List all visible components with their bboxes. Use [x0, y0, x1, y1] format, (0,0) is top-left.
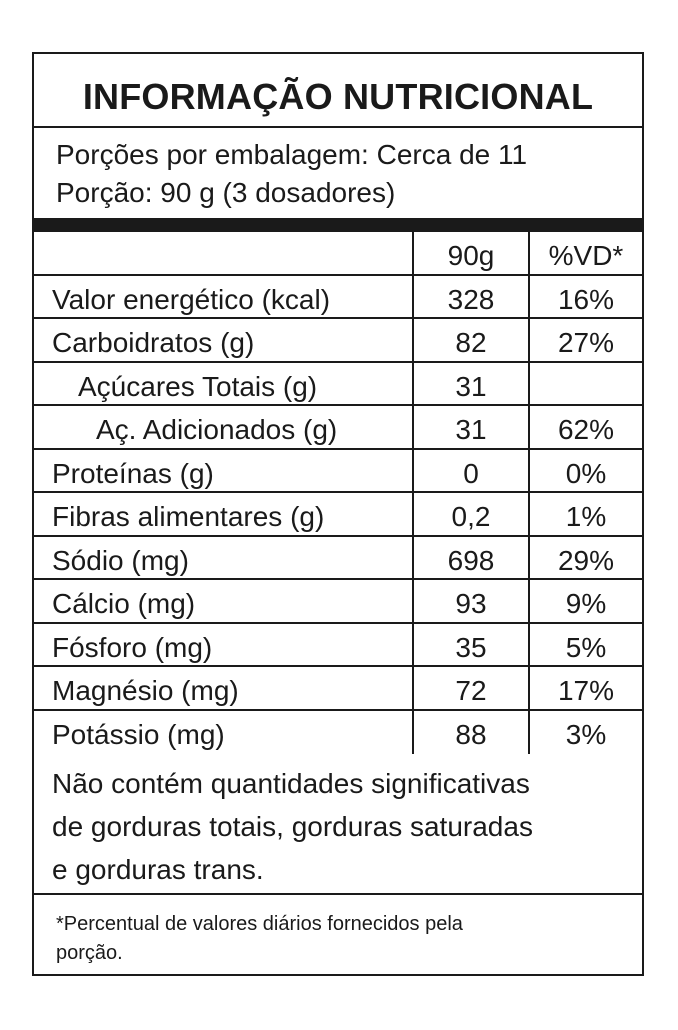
dv-footnote: *Percentual de valores diários fornecido… — [56, 910, 616, 968]
nutrition-facts-label: INFORMAÇÃO NUTRICIONAL Porções por embal… — [32, 52, 644, 976]
table-row: Fibras alimentares (g) 0,2 1% — [34, 493, 642, 537]
table-row: Açúcares Totais (g) 31 — [34, 362, 642, 406]
nutrient-name-cell: Potássio (mg) — [52, 718, 225, 750]
nutrient-amount-cell: 88 — [412, 710, 528, 754]
thick-divider — [34, 218, 642, 232]
nutrient-dv-cell: 0% — [528, 449, 642, 491]
nutrient-amount-cell: 328 — [412, 275, 528, 317]
footnote-divider — [34, 893, 642, 895]
nutrient-dv-cell — [528, 362, 642, 404]
nutrient-name-cell: Valor energético (kcal) — [52, 283, 331, 315]
table-row: Proteínas (g) 0 0% — [34, 449, 642, 493]
table-row: Cálcio (mg) 93 9% — [34, 580, 642, 624]
nutrient-name-cell: Proteínas (g) — [52, 457, 214, 489]
nutrient-amount-cell: 698 — [412, 536, 528, 578]
nutrient-dv-cell: 3% — [528, 710, 642, 754]
nutrient-dv-cell: 5% — [528, 623, 642, 665]
note-line: de gorduras totais, gorduras saturadas — [52, 811, 533, 842]
nutrient-amount-cell: 82 — [412, 319, 528, 361]
table-row: Valor energético (kcal) 328 16% — [34, 275, 642, 319]
table-row: Magnésio (mg) 72 17% — [34, 667, 642, 711]
nutrient-amount-cell: 0,2 — [412, 493, 528, 535]
nutrient-amount-cell: 35 — [412, 623, 528, 665]
table-row: Potássio (mg) 88 3% — [34, 710, 642, 754]
nutrient-table: 90g %VD* Valor energético (kcal) 328 16% Ca… — [34, 232, 642, 754]
table-row: Fósforo (mg) 35 5% — [34, 623, 642, 667]
nutrient-dv-cell: 9% — [528, 580, 642, 622]
nutrient-name-cell: Carboidratos (g) — [52, 327, 255, 358]
nutrient-name-cell: Açúcares Totais (g) — [78, 370, 318, 402]
portion-size: Porção: 90 g (3 dosadores) — [56, 177, 396, 208]
nutrient-name-cell: Aç. Adicionados (g) — [96, 414, 338, 445]
servings-per-package: Porções por embalagem: Cerca de 11 — [56, 139, 528, 170]
nutrient-amount-cell: 31 — [412, 362, 528, 404]
label-title: INFORMAÇÃO NUTRICIONAL — [34, 54, 642, 128]
footnote-line: porção. — [56, 942, 123, 964]
header-name-cell — [34, 232, 412, 274]
note-line: e gorduras trans. — [52, 854, 264, 885]
table-row: Carboidratos (g) 82 27% — [34, 319, 642, 363]
table-row: Sódio (mg) 698 29% — [34, 536, 642, 580]
servings-info: Porções por embalagem: Cerca de 11 Porçã… — [56, 136, 527, 212]
nutrient-dv-cell: 29% — [528, 536, 642, 578]
nutrient-name-cell: Cálcio (mg) — [52, 588, 196, 619]
nutrient-amount-cell: 93 — [412, 580, 528, 622]
nutrient-amount-cell: 31 — [412, 406, 528, 448]
nutrient-name-cell: Sódio (mg) — [52, 544, 189, 576]
note-line: Não contém quantidades significativas — [52, 768, 530, 799]
nutrient-dv-cell: 27% — [528, 319, 642, 361]
nutrient-name-cell: Magnésio (mg) — [52, 675, 239, 706]
nutrient-amount-cell: 72 — [412, 667, 528, 709]
nutrient-name-cell: Fósforo (mg) — [52, 631, 213, 663]
nutrient-name-cell: Fibras alimentares (g) — [52, 501, 325, 532]
table-header-row: 90g %VD* — [34, 232, 642, 276]
header-dv-cell: %VD* — [528, 232, 642, 274]
not-significant-note: Não contém quantidades significativas de… — [52, 762, 622, 891]
nutrient-dv-cell: 17% — [528, 667, 642, 709]
nutrient-dv-cell: 16% — [528, 275, 642, 317]
nutrient-dv-cell: 1% — [528, 493, 642, 535]
header-amount-cell: 90g — [412, 232, 528, 274]
nutrient-dv-cell: 62% — [528, 406, 642, 448]
table-row: Aç. Adicionados (g) 31 62% — [34, 406, 642, 450]
footnote-line: *Percentual de valores diários fornecido… — [56, 913, 463, 935]
nutrient-amount-cell: 0 — [412, 449, 528, 491]
